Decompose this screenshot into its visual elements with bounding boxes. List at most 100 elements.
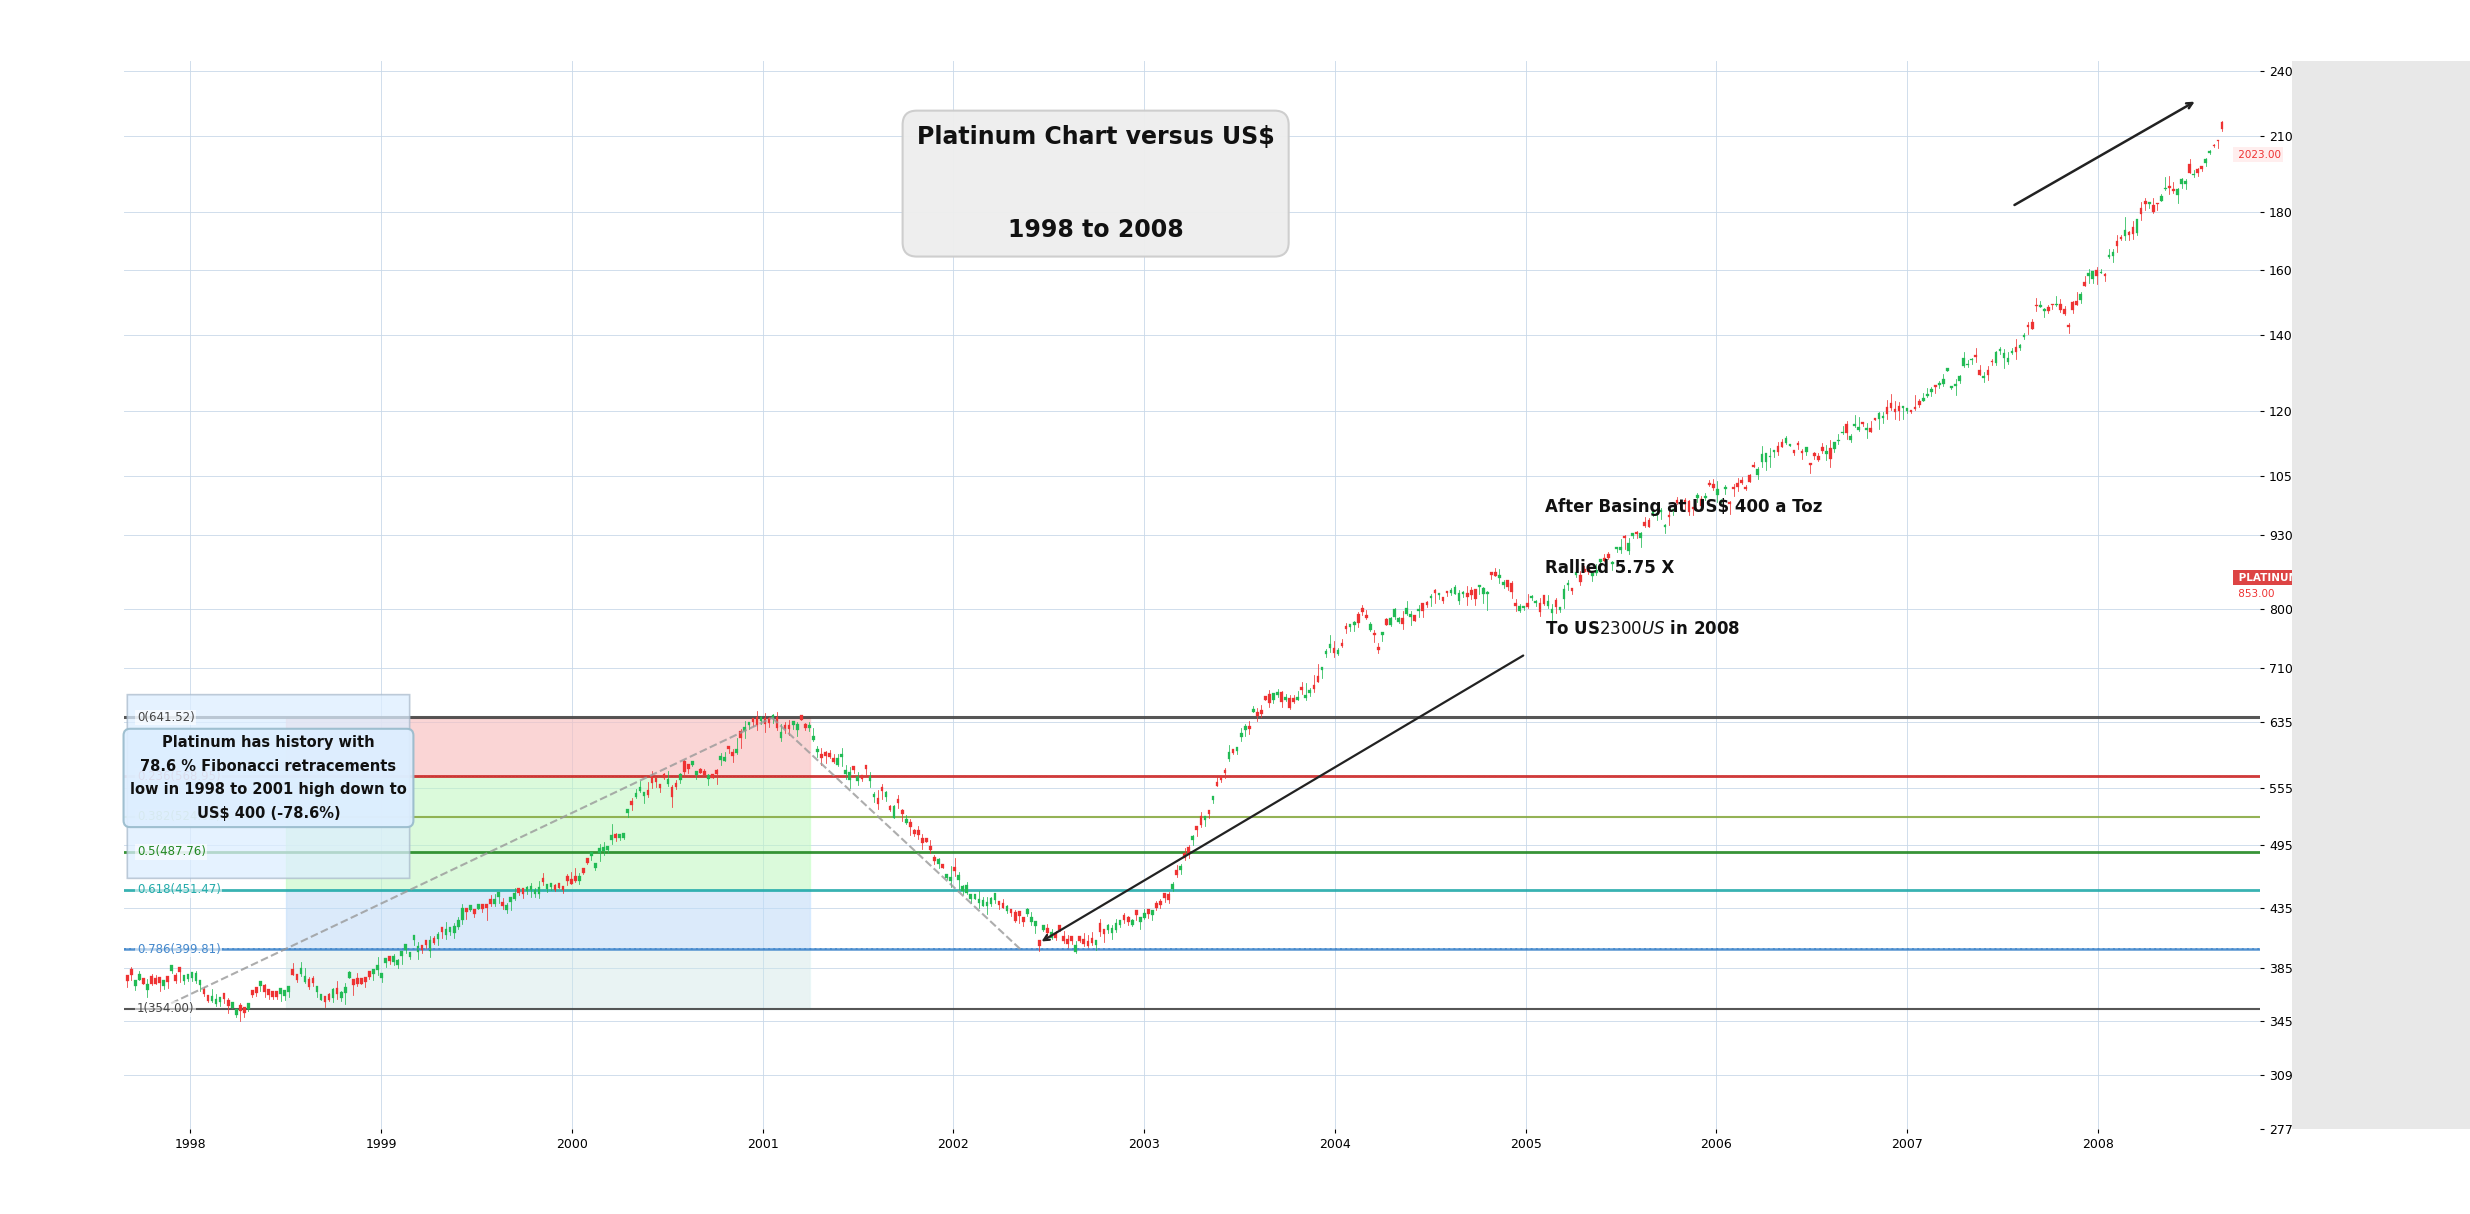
Bar [363, 976, 366, 982]
Bar [385, 958, 388, 963]
Bar [1927, 393, 1929, 396]
Bar [1025, 909, 1028, 914]
Text: Platinum has history with
78.6 % Fibonacci retracements
low in 1998 to 2001 high: Platinum has history with 78.6 % Fibonac… [131, 736, 408, 821]
Bar [1877, 413, 1880, 419]
Bar [151, 976, 153, 983]
Bar [2161, 197, 2164, 200]
Bar [1200, 816, 1203, 824]
Bar [2203, 159, 2208, 163]
Bar [882, 787, 884, 792]
Bar [837, 758, 840, 765]
Bar [1324, 651, 1326, 654]
Bar [1386, 619, 1388, 625]
Bar [1761, 454, 1764, 463]
Bar [546, 884, 548, 889]
Bar [1470, 590, 1472, 595]
Bar [1539, 602, 1541, 612]
Text: After Basing at US$ 400 a Toz

Rallied 5.75 X

To US$ 2300 US$ in 2008: After Basing at US$ 400 a Toz Rallied 5.… [1544, 498, 1823, 639]
Bar [2028, 325, 2030, 327]
Bar [1405, 608, 1408, 614]
Bar [388, 955, 390, 961]
Bar [1808, 463, 1811, 465]
Bar [1647, 521, 1650, 527]
Bar [1050, 932, 1052, 938]
Bar [1519, 606, 1522, 612]
Bar [926, 838, 929, 843]
Bar [840, 754, 842, 758]
Bar [405, 944, 408, 949]
Bar [227, 1000, 230, 1006]
Bar [1082, 938, 1084, 943]
Bar [2144, 202, 2146, 204]
Bar [1773, 450, 1776, 453]
Bar [2139, 208, 2141, 214]
Bar [2176, 189, 2179, 194]
Bar [368, 971, 370, 977]
Bar [203, 988, 205, 994]
Bar [2201, 166, 2203, 169]
Bar [146, 983, 148, 989]
Bar [450, 927, 452, 932]
Bar [1099, 923, 1102, 932]
Bar [509, 897, 511, 902]
Bar [978, 898, 981, 903]
Bar [1297, 697, 1299, 699]
Bar [1830, 448, 1833, 459]
Bar [1030, 917, 1032, 923]
Bar [1400, 618, 1403, 624]
Bar [1665, 524, 1667, 527]
Bar [1507, 580, 1509, 586]
Bar [1509, 583, 1514, 592]
Bar [1939, 382, 1941, 385]
Bar [526, 886, 529, 891]
Bar [1057, 925, 1062, 930]
Bar [287, 986, 289, 992]
Bar [319, 994, 324, 999]
Bar [267, 989, 269, 995]
Bar [889, 806, 892, 810]
Bar [1176, 870, 1178, 874]
Bar [990, 897, 993, 903]
Bar [553, 885, 556, 890]
Bar [1279, 692, 1282, 702]
Bar [1833, 442, 1835, 449]
Bar [2092, 272, 2095, 279]
Bar [1112, 929, 1114, 934]
Bar [1213, 795, 1215, 800]
Bar [506, 904, 509, 909]
Bar [538, 887, 541, 894]
Bar [242, 1008, 245, 1014]
Bar [2062, 310, 2065, 314]
Bar [353, 978, 356, 985]
Bar [1907, 408, 1909, 412]
Bar [1079, 936, 1082, 942]
Bar [1482, 589, 1484, 594]
Bar [1124, 915, 1126, 920]
Bar [2132, 227, 2134, 234]
Bar [761, 717, 763, 721]
Bar [1546, 601, 1549, 606]
Bar [1786, 438, 1788, 443]
Bar [820, 754, 823, 758]
Bar [2208, 151, 2211, 153]
Bar [1897, 407, 1899, 410]
Bar [1336, 651, 1339, 654]
Bar [1094, 940, 1097, 944]
Bar [1341, 643, 1344, 646]
Bar [941, 863, 944, 868]
Bar [2104, 274, 2107, 276]
Bar [1334, 648, 1336, 653]
Text: 0(641.52): 0(641.52) [136, 711, 195, 724]
Bar [756, 717, 758, 725]
Bar [170, 965, 173, 970]
Bar [571, 879, 573, 884]
Bar [1102, 929, 1104, 934]
Bar [529, 886, 531, 890]
Bar [1544, 595, 1546, 605]
Bar [412, 935, 415, 940]
Bar [534, 890, 536, 895]
Bar [1796, 443, 1801, 446]
Bar [469, 904, 472, 909]
Bar [1235, 747, 1237, 750]
Bar [1035, 920, 1037, 925]
